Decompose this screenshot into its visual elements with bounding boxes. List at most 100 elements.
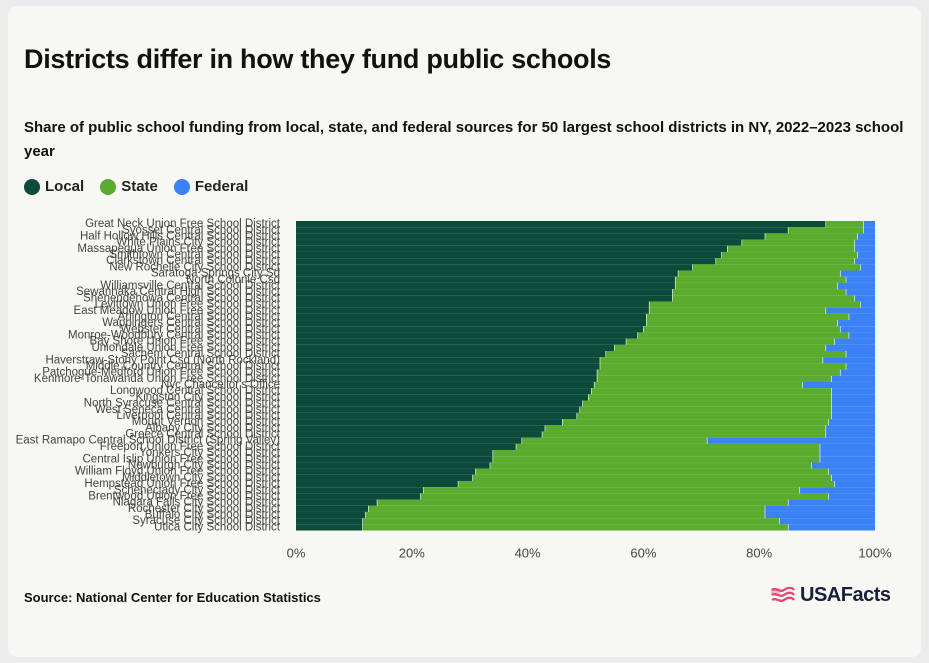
bar-segment-federal-18 (840, 326, 875, 333)
bar-segment-state-18 (643, 326, 841, 333)
legend-label-federal: Federal (194, 178, 249, 195)
bar-segment-federal-38 (819, 450, 875, 457)
bar-segment-federal-25 (840, 369, 875, 376)
category-label: Hempstead Union Free School District (84, 478, 280, 490)
bar-segment-state-28 (591, 388, 832, 395)
bar-segment-state-30 (582, 400, 832, 407)
category-label: Greece Central School District (125, 429, 280, 441)
category-label: Middle Country Central School District (86, 360, 281, 372)
bar-segment-local-1 (296, 221, 826, 228)
bar-segment-local-42 (296, 474, 473, 481)
bar-segment-local-11 (296, 282, 676, 290)
bar-segment-local-33 (296, 419, 563, 426)
x-tick-label: 0% (287, 546, 306, 561)
bar-segment-state-10 (675, 276, 847, 283)
bar-segment-local-17 (296, 320, 647, 327)
category-label: Massapequa Union Free School District (77, 243, 280, 255)
bar-segment-local-3 (296, 233, 765, 240)
bar-segment-state-14 (649, 301, 861, 308)
bar-segment-local-19 (296, 332, 638, 339)
bar-segment-local-34 (296, 425, 545, 432)
x-tick-label: 20% (399, 546, 425, 561)
bar-segment-state-21 (614, 344, 826, 351)
category-label: Yonkers City School District (139, 447, 281, 459)
bar-segment-local-9 (296, 270, 679, 277)
bar-segment-state-2 (788, 227, 864, 234)
legend-swatch-state (100, 178, 117, 195)
bar-segment-local-31 (296, 406, 580, 413)
bar-segment-state-27 (594, 381, 803, 389)
bar-segment-state-23 (599, 357, 823, 364)
bar-segment-local-30 (296, 400, 583, 407)
bar-segment-state-5 (727, 245, 855, 252)
category-label: East Meadow Union Free School District (74, 305, 281, 317)
bar-segment-local-13 (296, 295, 673, 302)
category-label: North Colonie Csd (186, 274, 280, 286)
category-label: White Plains City School District (116, 237, 280, 249)
category-label: Sachem Central School District (121, 348, 281, 360)
logo-text: USAFacts (800, 584, 891, 606)
bar-segment-local-41 (296, 468, 476, 475)
x-tick-label: 100% (858, 546, 892, 561)
bar-segment-federal-15 (825, 307, 875, 314)
bar-segment-local-44 (296, 487, 424, 494)
bar-segment-local-45 (296, 493, 421, 500)
category-label: Liverpool Central School District (116, 410, 280, 422)
x-tick-label: 60% (630, 546, 656, 561)
bar-segment-federal-23 (822, 357, 875, 364)
bar-segment-federal-48 (764, 511, 875, 519)
bar-segment-state-44 (423, 487, 800, 494)
category-label: Arlington Central School District (118, 311, 281, 323)
bar-segment-state-36 (521, 437, 708, 444)
category-label: Wappingers Central School District (102, 317, 281, 329)
bar-segment-state-50 (362, 524, 789, 531)
bar-segment-state-16 (646, 313, 849, 321)
bar-segment-local-35 (296, 431, 543, 438)
bar-segment-local-7 (296, 258, 716, 265)
bar-segment-federal-49 (779, 518, 875, 525)
bar-segment-state-47 (368, 505, 765, 512)
bar-segment-local-16 (296, 313, 647, 321)
bar-segment-local-48 (296, 511, 366, 519)
bar-segment-local-43 (296, 480, 459, 488)
bar-segment-federal-3 (857, 233, 875, 240)
bar-segment-federal-7 (854, 258, 875, 265)
category-label: East Ramapo Central School District (Spr… (16, 435, 281, 447)
bar-segment-state-22 (605, 350, 847, 358)
bar-segment-state-46 (377, 499, 789, 506)
bar-segment-federal-24 (846, 363, 875, 370)
bar-segment-federal-11 (837, 282, 875, 290)
flag-icon (771, 586, 795, 602)
category-label: Longwood Central School District (110, 385, 281, 397)
category-label: Smithtown Central School District (109, 249, 280, 261)
bar-segment-state-7 (715, 258, 855, 265)
bar-segment-federal-37 (819, 443, 875, 451)
bar-segment-state-19 (637, 332, 849, 339)
category-label: Levittown Union Free School District (95, 299, 281, 311)
bar-segment-federal-13 (854, 295, 875, 302)
bar-segment-state-49 (362, 518, 780, 525)
bar-segment-state-42 (472, 474, 832, 481)
bar-segment-state-25 (597, 369, 841, 376)
bar-segment-state-3 (764, 233, 858, 240)
bar-segment-federal-43 (834, 480, 875, 488)
category-label: Haverstraw-Stony Point Csd (North Rockla… (45, 354, 280, 366)
bar-segment-state-38 (492, 450, 820, 457)
category-label: Middletown City School District (122, 472, 281, 484)
bar-segment-federal-9 (840, 270, 875, 277)
category-label: Newburgh City School District (128, 460, 281, 472)
category-label: Schenectady City School District (114, 484, 281, 496)
category-label: Williamsville Central School District (100, 280, 280, 292)
bar-segment-federal-44 (799, 487, 875, 494)
category-label: Kenmore-Tonawanda Union Free School Dist… (34, 373, 281, 385)
bar-segment-local-39 (296, 456, 493, 463)
bar-segment-federal-26 (831, 375, 875, 382)
bar-segment-state-20 (626, 338, 835, 345)
category-label: Albany City School District (145, 422, 281, 434)
source-note: Source: National Center for Education St… (24, 590, 321, 605)
bar-segment-federal-16 (848, 313, 875, 321)
category-label: Utica City School District (154, 521, 281, 533)
category-label: Clarkstown Central School District (106, 255, 281, 267)
bar-segment-state-41 (475, 468, 829, 475)
